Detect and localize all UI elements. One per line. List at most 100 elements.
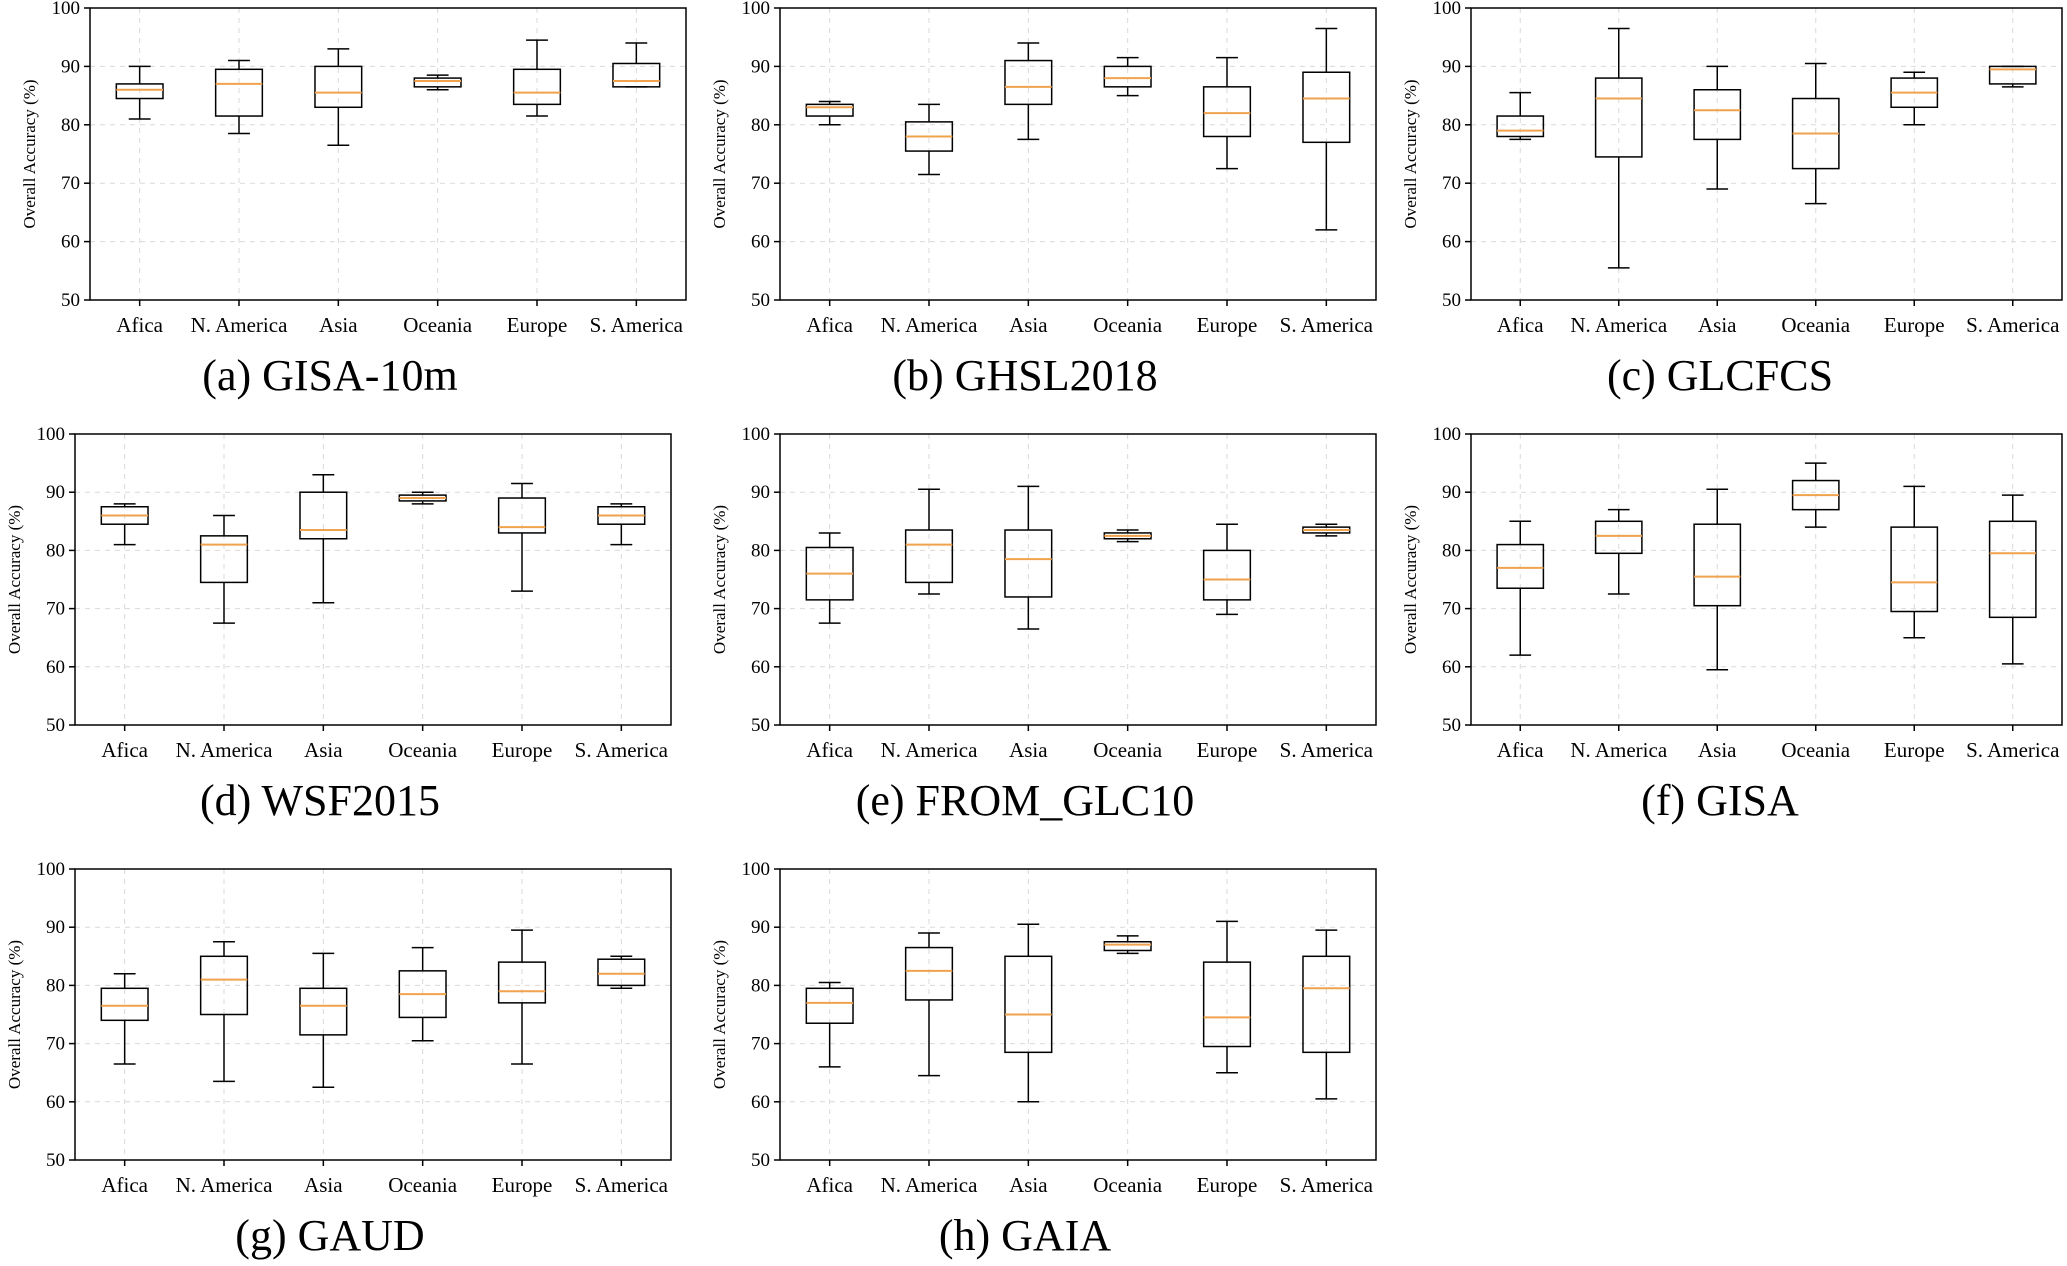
- y-tick-label: 50: [1442, 715, 1461, 736]
- box-afica: [115, 65, 164, 120]
- x-tick-label: N. America: [176, 738, 273, 762]
- chart-panel-3: 50 60 70 80 90 100 Overall Accuracy (%) Afica N.…: [1401, 0, 2063, 400]
- box-iqr: [299, 987, 348, 1036]
- x-tick-label: Asia: [1009, 313, 1048, 337]
- axes-frame: [1470, 7, 2063, 301]
- x-tick-label: Asia: [1698, 313, 1737, 337]
- y-tick-label: 70: [751, 599, 770, 620]
- box-iqr: [1302, 71, 1351, 144]
- y-tick-label: 100: [1433, 0, 1462, 19]
- x-tick-label: Afica: [101, 1173, 148, 1197]
- box-europe: [1890, 71, 1939, 126]
- y-tick-label: 60: [46, 657, 65, 678]
- box-iqr: [805, 103, 854, 117]
- box-iqr: [512, 68, 562, 106]
- y-tick-label: 90: [46, 482, 65, 503]
- y-tick-label: 80: [61, 115, 80, 136]
- axes-frame: [779, 433, 1377, 726]
- box-oceania: [1103, 56, 1152, 97]
- axes-frame: [779, 868, 1377, 1161]
- box-iqr: [1693, 523, 1742, 607]
- x-tick-label: Asia: [1698, 738, 1737, 762]
- box-iqr: [805, 987, 854, 1024]
- box-iqr: [299, 491, 348, 540]
- x-tick-label: Asia: [304, 738, 343, 762]
- chart-panel-6: 50 60 70 80 90 100 Overall Accuracy (%) Afica N.…: [1401, 424, 2063, 825]
- box-afica: [805, 100, 854, 126]
- box-n-america: [904, 932, 954, 1077]
- y-tick-label: 100: [1433, 424, 1462, 445]
- box-afica: [100, 503, 149, 546]
- box-iqr: [1004, 59, 1053, 106]
- box-iqr: [1988, 65, 2037, 85]
- box-iqr: [1988, 520, 2037, 619]
- y-tick-label: 60: [751, 657, 770, 678]
- chart-panel-2: 50 60 70 80 90 100 Overall Accuracy (%) Afica N.…: [710, 0, 1377, 400]
- x-tick-label: Afica: [806, 1173, 853, 1197]
- chart-panel-4: 50 60 70 80 90 100 Overall Accuracy (%) Afica N.…: [5, 424, 672, 825]
- panel-caption: (c) GLCFCS: [1607, 351, 1833, 400]
- box-afica: [100, 973, 149, 1065]
- x-tick-label: Europe: [1197, 738, 1258, 762]
- y-tick-label: 90: [1442, 56, 1461, 77]
- y-tick-label: 100: [742, 424, 771, 445]
- panel-caption: (a) GISA-10m: [202, 351, 457, 400]
- box-oceania: [413, 74, 462, 91]
- axes-frame: [74, 433, 672, 726]
- chart-panel-8: 50 60 70 80 90 100 Overall Accuracy (%) Afica N.…: [710, 859, 1377, 1260]
- chart-panel-1: 50 60 70 80 90 100 Overall Accuracy (%) Afica N.…: [20, 0, 687, 400]
- y-axis-label: Overall Accuracy (%): [710, 940, 729, 1089]
- box-iqr: [1693, 89, 1742, 141]
- panel-caption: (g) GAUD: [235, 1211, 424, 1260]
- box-iqr: [1594, 520, 1643, 555]
- box-iqr: [1496, 115, 1545, 138]
- x-tick-label: N. America: [881, 738, 978, 762]
- x-tick-label: Afica: [101, 738, 148, 762]
- box-afica: [1496, 91, 1545, 141]
- box-iqr: [1004, 955, 1053, 1054]
- box-iqr: [904, 529, 954, 584]
- panel-caption: (f) GISA: [1641, 776, 1799, 825]
- box-oceania: [1103, 529, 1152, 543]
- y-tick-label: 100: [37, 859, 66, 880]
- x-tick-label: Oceania: [388, 738, 457, 762]
- box-iqr: [1202, 549, 1252, 601]
- y-tick-label: 70: [751, 173, 770, 194]
- x-tick-label: S. America: [1280, 1173, 1374, 1197]
- y-tick-label: 80: [751, 975, 770, 996]
- x-tick-label: S. America: [1280, 313, 1374, 337]
- x-tick-label: Oceania: [388, 1173, 457, 1197]
- box-iqr: [497, 497, 547, 534]
- x-tick-label: Oceania: [1093, 313, 1162, 337]
- box-europe: [1202, 523, 1252, 616]
- x-tick-label: N. America: [1570, 313, 1667, 337]
- y-axis-label: Overall Accuracy (%): [710, 79, 729, 228]
- y-tick-label: 80: [1442, 115, 1461, 136]
- x-tick-label: N. America: [191, 313, 288, 337]
- x-tick-label: Oceania: [1093, 1173, 1162, 1197]
- box-s-america: [612, 42, 661, 88]
- box-s-america: [597, 955, 646, 990]
- x-tick-label: Europe: [507, 313, 568, 337]
- panel-caption: (e) FROM_GLC10: [856, 776, 1195, 825]
- box-s-america: [1302, 27, 1351, 231]
- box-europe: [497, 482, 547, 592]
- x-tick-label: Asia: [1009, 1173, 1048, 1197]
- box-iqr: [1594, 77, 1643, 158]
- y-tick-label: 90: [751, 56, 770, 77]
- x-tick-label: Oceania: [1781, 738, 1850, 762]
- axes-frame: [89, 7, 687, 301]
- x-tick-label: N. America: [881, 1173, 978, 1197]
- chart-panel-7: 50 60 70 80 90 100 Overall Accuracy (%) Afica N.…: [5, 859, 672, 1260]
- y-tick-label: 50: [46, 715, 65, 736]
- axes-frame: [74, 868, 672, 1161]
- box-asia: [1693, 488, 1742, 671]
- box-asia: [1004, 485, 1053, 630]
- chart-panel-5: 50 60 70 80 90 100 Overall Accuracy (%) Afica N.…: [710, 424, 1377, 825]
- x-tick-label: Oceania: [1781, 313, 1850, 337]
- y-tick-label: 70: [751, 1034, 770, 1055]
- box-iqr: [1103, 65, 1152, 88]
- y-tick-label: 90: [1442, 482, 1461, 503]
- box-n-america: [199, 941, 249, 1083]
- x-tick-label: Europe: [1884, 313, 1945, 337]
